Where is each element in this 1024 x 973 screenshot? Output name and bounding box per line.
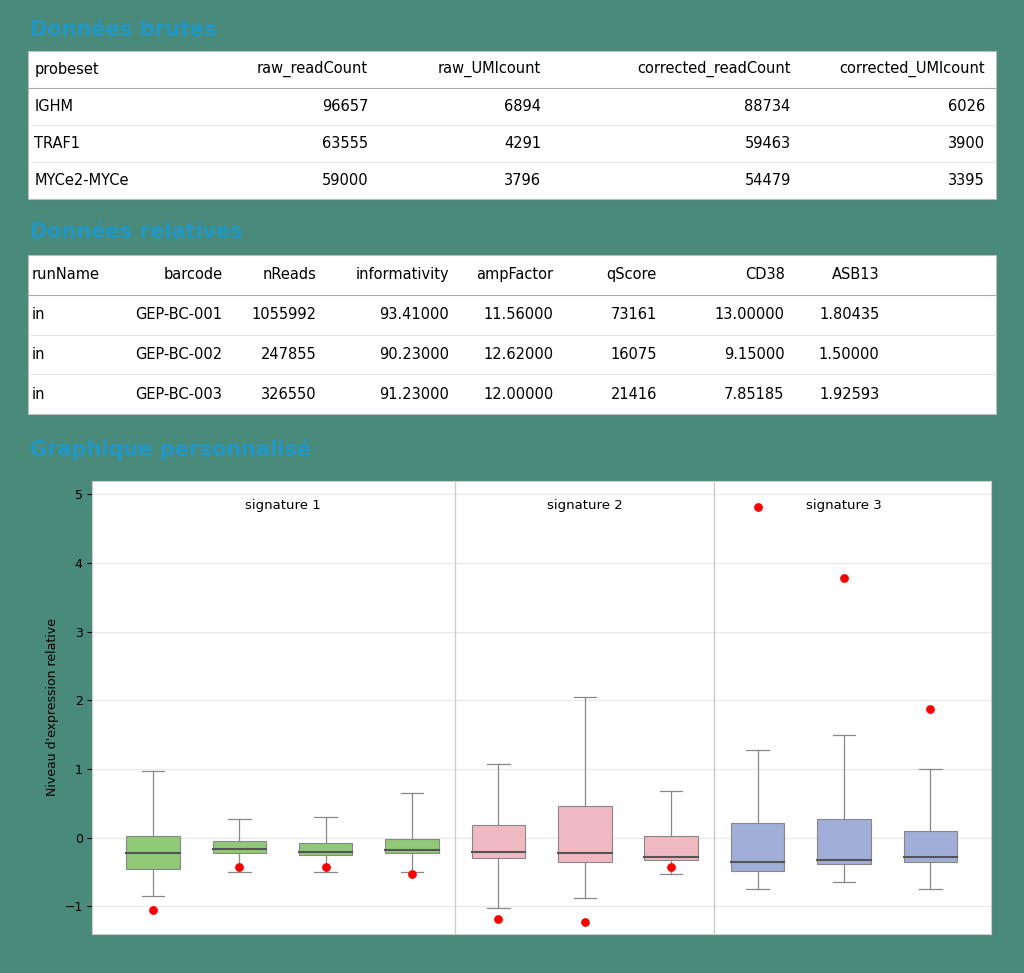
Bar — [903, 831, 957, 862]
Text: signature 1: signature 1 — [245, 499, 321, 512]
Y-axis label: Niveau d'expression relative: Niveau d'expression relative — [46, 619, 58, 796]
Text: MYCe2-MYCe: MYCe2-MYCe — [35, 172, 129, 188]
Bar — [731, 823, 784, 871]
Text: probeset: probeset — [35, 61, 99, 77]
Text: 4291: 4291 — [504, 135, 542, 151]
Text: 54479: 54479 — [744, 172, 791, 188]
Text: 326550: 326550 — [261, 387, 316, 402]
Text: 6026: 6026 — [948, 98, 985, 114]
Text: 3395: 3395 — [948, 172, 985, 188]
Point — [836, 570, 852, 586]
Text: Données brutes: Données brutes — [31, 20, 217, 40]
Point — [144, 902, 161, 918]
Text: 12.62000: 12.62000 — [483, 347, 553, 362]
Bar — [558, 806, 611, 862]
FancyBboxPatch shape — [29, 255, 995, 414]
Text: 11.56000: 11.56000 — [483, 307, 553, 322]
Point — [750, 499, 766, 515]
Text: 91.23000: 91.23000 — [379, 387, 449, 402]
Text: 21416: 21416 — [610, 387, 657, 402]
Point — [403, 866, 420, 882]
Bar — [817, 818, 870, 864]
Point — [577, 914, 593, 929]
Text: 1.92593: 1.92593 — [819, 387, 880, 402]
Point — [490, 911, 507, 926]
Text: 88734: 88734 — [744, 98, 791, 114]
Text: corrected_UMIcount: corrected_UMIcount — [840, 61, 985, 77]
Text: informativity: informativity — [355, 268, 449, 282]
Bar — [299, 844, 352, 855]
Text: raw_readCount: raw_readCount — [257, 61, 368, 77]
Bar — [472, 825, 525, 858]
Text: 59463: 59463 — [744, 135, 791, 151]
Text: raw_UMIcount: raw_UMIcount — [438, 61, 542, 77]
Text: 7.85185: 7.85185 — [724, 387, 784, 402]
Text: in: in — [32, 307, 45, 322]
Text: 1.50000: 1.50000 — [818, 347, 880, 362]
Text: 9.15000: 9.15000 — [724, 347, 784, 362]
Text: Données relatives: Données relatives — [31, 222, 243, 242]
Text: 12.00000: 12.00000 — [483, 387, 553, 402]
Text: TRAF1: TRAF1 — [35, 135, 81, 151]
Point — [231, 859, 248, 875]
Bar — [126, 836, 179, 869]
Text: in: in — [32, 347, 45, 362]
Text: GEP-BC-001: GEP-BC-001 — [135, 307, 222, 322]
Text: 3900: 3900 — [948, 135, 985, 151]
Text: in: in — [32, 387, 45, 402]
Text: ampFactor: ampFactor — [476, 268, 553, 282]
Text: 93.41000: 93.41000 — [379, 307, 449, 322]
Text: 59000: 59000 — [322, 172, 368, 188]
Text: CD38: CD38 — [744, 268, 784, 282]
Point — [663, 859, 679, 875]
Text: runName: runName — [32, 268, 99, 282]
Text: signature 2: signature 2 — [547, 499, 623, 512]
Text: nReads: nReads — [263, 268, 316, 282]
Text: 247855: 247855 — [261, 347, 316, 362]
Text: corrected_readCount: corrected_readCount — [637, 61, 791, 77]
Text: 16075: 16075 — [610, 347, 657, 362]
Text: GEP-BC-003: GEP-BC-003 — [135, 387, 222, 402]
FancyBboxPatch shape — [29, 51, 995, 198]
Text: signature 3: signature 3 — [806, 499, 882, 512]
Text: 96657: 96657 — [322, 98, 368, 114]
Text: 1.80435: 1.80435 — [819, 307, 880, 322]
Text: 3796: 3796 — [505, 172, 542, 188]
Text: qScore: qScore — [606, 268, 657, 282]
Point — [922, 701, 938, 716]
Text: 73161: 73161 — [610, 307, 657, 322]
Bar — [644, 837, 698, 860]
Text: 1055992: 1055992 — [252, 307, 316, 322]
Point — [317, 859, 334, 875]
Text: IGHM: IGHM — [35, 98, 74, 114]
Bar — [385, 839, 439, 853]
Text: GEP-BC-002: GEP-BC-002 — [135, 347, 222, 362]
Bar — [213, 842, 266, 853]
Text: barcode: barcode — [163, 268, 222, 282]
Text: ASB13: ASB13 — [831, 268, 880, 282]
Text: 13.00000: 13.00000 — [715, 307, 784, 322]
Text: 6894: 6894 — [505, 98, 542, 114]
Text: Graphique personnalisé: Graphique personnalisé — [31, 438, 311, 459]
Text: 63555: 63555 — [322, 135, 368, 151]
Text: 90.23000: 90.23000 — [379, 347, 449, 362]
